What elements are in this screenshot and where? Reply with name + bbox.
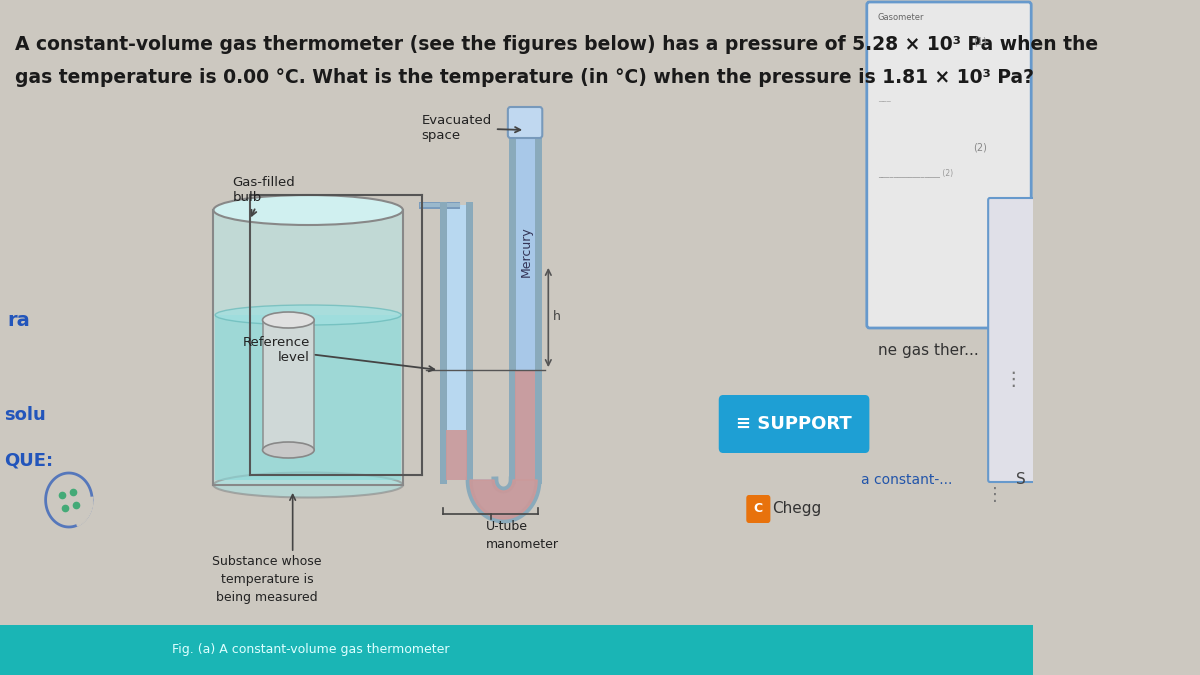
Polygon shape bbox=[46, 473, 92, 527]
Text: Gasometer: Gasometer bbox=[878, 13, 924, 22]
Text: ________________ (2): ________________ (2) bbox=[878, 168, 953, 177]
FancyBboxPatch shape bbox=[988, 198, 1039, 482]
Text: gas temperature is 0.00 °C. What is the temperature (in °C) when the pressure is: gas temperature is 0.00 °C. What is the … bbox=[16, 68, 1034, 87]
Text: U-tube
manometer: U-tube manometer bbox=[486, 520, 559, 551]
FancyBboxPatch shape bbox=[214, 210, 403, 485]
Text: QUE:: QUE: bbox=[5, 451, 54, 469]
Text: Gas-filled
bulb: Gas-filled bulb bbox=[233, 176, 295, 215]
Text: Substance whose
temperature is
being measured: Substance whose temperature is being mea… bbox=[212, 555, 322, 604]
Text: Reference
level: Reference level bbox=[242, 336, 434, 371]
FancyBboxPatch shape bbox=[215, 315, 401, 480]
FancyBboxPatch shape bbox=[0, 625, 1033, 675]
FancyBboxPatch shape bbox=[515, 370, 535, 480]
Text: (1): (1) bbox=[973, 37, 986, 47]
FancyBboxPatch shape bbox=[746, 495, 770, 523]
Ellipse shape bbox=[214, 195, 403, 225]
Text: A constant-volume gas thermometer (see the figures below) has a pressure of 5.28: A constant-volume gas thermometer (see t… bbox=[16, 35, 1099, 54]
FancyBboxPatch shape bbox=[719, 395, 869, 453]
Text: Evacuated
space: Evacuated space bbox=[421, 114, 521, 142]
Text: (2): (2) bbox=[973, 142, 986, 152]
Text: Mercury: Mercury bbox=[520, 227, 533, 277]
FancyBboxPatch shape bbox=[514, 135, 536, 480]
Text: h: h bbox=[553, 310, 560, 323]
Text: C: C bbox=[754, 502, 763, 516]
Ellipse shape bbox=[214, 472, 403, 497]
Polygon shape bbox=[469, 480, 538, 520]
Text: Fig. (a) A constant-volume gas thermometer: Fig. (a) A constant-volume gas thermomet… bbox=[172, 643, 450, 657]
Ellipse shape bbox=[263, 442, 314, 458]
FancyBboxPatch shape bbox=[866, 2, 1031, 328]
Text: ne gas ther...: ne gas ther... bbox=[878, 343, 979, 358]
Text: ra: ra bbox=[7, 310, 30, 329]
FancyBboxPatch shape bbox=[263, 320, 314, 450]
Polygon shape bbox=[470, 480, 538, 519]
FancyBboxPatch shape bbox=[445, 205, 467, 480]
Text: ⋮: ⋮ bbox=[985, 486, 1003, 504]
Text: ≡ SUPPORT: ≡ SUPPORT bbox=[736, 415, 852, 433]
Polygon shape bbox=[68, 497, 92, 526]
Text: ⋮: ⋮ bbox=[1003, 370, 1022, 389]
Ellipse shape bbox=[263, 312, 314, 328]
Ellipse shape bbox=[215, 305, 401, 325]
Text: solu: solu bbox=[5, 406, 46, 424]
FancyBboxPatch shape bbox=[508, 107, 542, 138]
FancyBboxPatch shape bbox=[446, 430, 467, 480]
Text: S: S bbox=[1016, 472, 1026, 487]
Text: Chegg: Chegg bbox=[772, 502, 821, 516]
Text: a constant-...: a constant-... bbox=[860, 473, 952, 487]
Text: ___: ___ bbox=[878, 93, 890, 102]
